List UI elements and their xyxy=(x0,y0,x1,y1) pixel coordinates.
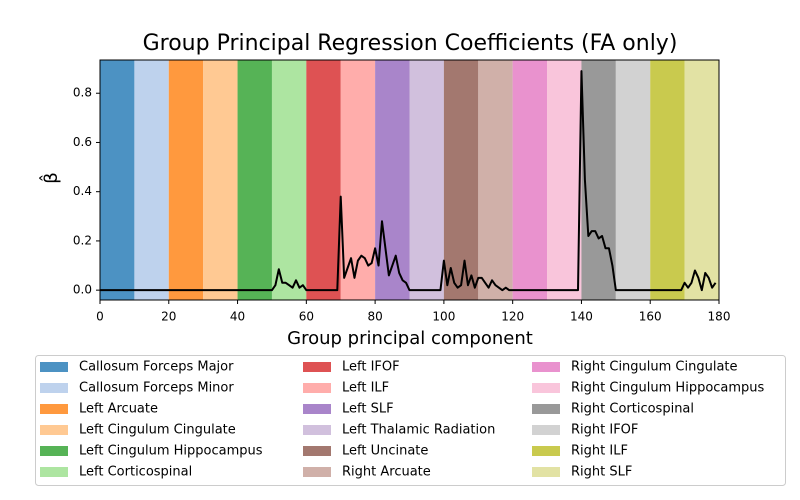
span xyxy=(237,60,272,300)
span xyxy=(375,60,410,300)
y-tick-label: 0.2 xyxy=(73,233,92,247)
y-tick-label: 0.0 xyxy=(73,283,92,297)
legend-swatch xyxy=(40,404,68,414)
legend-swatch xyxy=(40,425,68,435)
span xyxy=(134,60,169,300)
legend-box xyxy=(35,355,786,486)
legend-label: Left Cingulum Hippocampus xyxy=(79,444,263,459)
span xyxy=(409,60,444,300)
span xyxy=(547,60,582,300)
x-tick-label: 0 xyxy=(96,310,104,324)
legend-label: Right SLF xyxy=(571,465,632,480)
legend-label: Right Cingulum Hippocampus xyxy=(571,381,765,396)
legend-swatch xyxy=(532,362,560,372)
legend-swatch xyxy=(303,383,331,393)
span xyxy=(650,60,685,300)
plot-frame xyxy=(99,59,720,301)
x-tick-label: 40 xyxy=(230,310,245,324)
legend-label: Right ILF xyxy=(571,444,628,459)
legend-swatch xyxy=(303,467,331,477)
span xyxy=(203,60,238,300)
y-tick-label: 0.8 xyxy=(73,86,92,100)
legend-swatch xyxy=(303,425,331,435)
legend-label: Left Cingulum Cingulate xyxy=(79,423,236,438)
legend-swatch xyxy=(303,446,331,456)
legend-label: Left SLF xyxy=(342,402,394,417)
x-tick-label: 140 xyxy=(570,310,593,324)
legend-label: Right IFOF xyxy=(571,423,638,438)
y-tick-label: 0.6 xyxy=(73,135,92,149)
data-line xyxy=(100,70,717,292)
span xyxy=(306,60,341,300)
span xyxy=(581,60,616,300)
legend-label: Left Thalamic Radiation xyxy=(342,423,495,438)
span xyxy=(168,60,204,300)
legend-label: Callosum Forceps Minor xyxy=(79,381,234,396)
legend-label: Left Corticospinal xyxy=(79,465,192,480)
legend-label: Left Uncinate xyxy=(342,444,428,459)
legend-swatch xyxy=(532,383,560,393)
legend-label: Left IFOF xyxy=(342,360,400,375)
x-tick-label: 100 xyxy=(432,310,455,324)
x-axis-label: Group principal component xyxy=(287,328,533,349)
legend-label: Right Cingulum Cingulate xyxy=(571,360,738,375)
span xyxy=(478,60,513,300)
chart-title: Group Principal Regression Coefficients … xyxy=(143,31,678,56)
legend-swatch xyxy=(532,467,560,477)
legend-swatch xyxy=(532,425,560,435)
legend-label: Right Corticospinal xyxy=(571,402,694,417)
y-tick-label: 0.4 xyxy=(73,184,92,198)
legend-swatch xyxy=(40,383,68,393)
legend-swatch xyxy=(303,404,331,414)
x-tick-label: 120 xyxy=(501,310,524,324)
legend-swatch xyxy=(303,362,331,372)
x-tick-label: 20 xyxy=(161,310,176,324)
span xyxy=(512,60,548,300)
span xyxy=(271,60,307,300)
legend-swatch xyxy=(40,362,68,372)
legend-label: Left ILF xyxy=(342,381,389,396)
x-tick-label: 160 xyxy=(639,310,662,324)
x-tick-label: 180 xyxy=(708,310,731,324)
x-tick-label: 80 xyxy=(367,310,382,324)
x-tick-label: 60 xyxy=(299,310,314,324)
legend-label: Callosum Forceps Major xyxy=(79,360,234,375)
legend-swatch xyxy=(40,467,68,477)
legend-swatch xyxy=(532,404,560,414)
span xyxy=(100,60,135,300)
span xyxy=(443,60,479,300)
span xyxy=(684,60,719,300)
legend-label: Left Arcuate xyxy=(79,402,158,417)
legend-swatch xyxy=(532,446,560,456)
span xyxy=(615,60,651,300)
legend-label: Right Arcuate xyxy=(342,465,431,480)
legend-swatch xyxy=(40,446,68,456)
y-axis-label: β̂ xyxy=(39,172,62,184)
